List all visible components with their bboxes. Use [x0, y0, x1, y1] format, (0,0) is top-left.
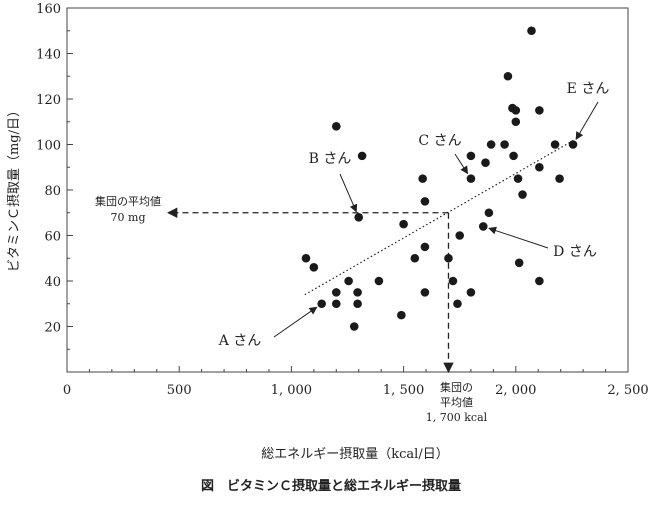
data-point	[527, 26, 536, 36]
data-point	[535, 162, 544, 172]
y-tick-label: 80	[44, 184, 61, 199]
data-point	[331, 122, 341, 131]
y-tick-label: 40	[44, 275, 61, 290]
x-axis-label: 総エネルギー摂取量（kcal/日）	[261, 446, 448, 462]
data-point	[466, 174, 476, 183]
mean-vitamin-c-label-line: 集団の平均値	[95, 194, 161, 208]
mean-energy-label: 集団の平均値 1, 700 kcal	[426, 380, 488, 424]
x-tick-label: 2, 000	[495, 383, 536, 398]
data-point	[511, 117, 521, 127]
data-point	[513, 174, 523, 183]
y-tick-label: 160	[36, 2, 61, 17]
data-point	[418, 174, 427, 183]
x-tick-label: 1, 500	[383, 383, 424, 398]
mean-energy-label-line: 1, 700 kcal	[426, 411, 488, 424]
plot-frame	[66, 7, 629, 373]
data-point	[444, 253, 453, 263]
data-point	[374, 276, 384, 286]
annotations: A さん B さん C さん D さん E さん	[218, 81, 610, 349]
annotation-label: C さん	[418, 133, 461, 149]
data-point	[354, 213, 364, 222]
data-point	[353, 288, 362, 297]
data-point	[420, 197, 430, 206]
mean-energy-label-line: 集団の	[440, 380, 473, 394]
data-point	[509, 151, 518, 161]
data-point	[357, 151, 367, 161]
y-tick-label: 20	[44, 321, 61, 336]
data-point	[455, 231, 465, 240]
data-point	[344, 276, 353, 286]
data-point	[511, 106, 521, 115]
mean-vitamin-c-label-line: 70 mg	[111, 211, 146, 224]
data-point	[466, 151, 476, 161]
data-point	[331, 288, 341, 297]
annotation-arrow	[339, 173, 358, 213]
data-point	[331, 299, 341, 309]
data-point	[500, 140, 509, 149]
x-tick-label: 1, 000	[271, 383, 312, 398]
data-point	[503, 71, 513, 81]
chart-axes: 20 40 60 80 100 120 140 160 0 500 1, 000 1, 500 2, 0…	[36, 2, 649, 398]
data-point	[484, 208, 494, 218]
data-point	[568, 140, 578, 149]
data-point	[453, 299, 462, 309]
annotation-label: D さん	[553, 244, 597, 260]
data-point	[481, 158, 490, 167]
data-point	[518, 190, 527, 199]
y-tick-label: 100	[36, 139, 61, 154]
annotation-arrow	[454, 153, 469, 175]
annotation-arrow	[488, 226, 549, 249]
annotation-arrow	[575, 101, 599, 141]
mean-energy-label-line: 平均値	[440, 396, 473, 409]
data-point	[410, 253, 420, 263]
data-point	[550, 140, 560, 149]
annotation-label: E さん	[567, 81, 610, 97]
data-point	[478, 222, 488, 231]
x-tick-label: 0	[63, 383, 71, 398]
y-axis-label: ビタミンＣ摂取量（mg/日）	[6, 104, 22, 272]
data-point	[514, 258, 524, 268]
annotation-arrow	[273, 306, 318, 338]
x-tick-label: 500	[167, 383, 192, 398]
y-tick-label: 140	[36, 48, 61, 63]
x-tick-label: 2, 500	[607, 383, 648, 398]
data-point	[535, 276, 544, 286]
annotation-label: A さん	[218, 333, 262, 349]
data-point	[486, 140, 496, 149]
chart-text: ビタミンＣ摂取量（mg/日） 総エネルギー摂取量（kcal/日） 図 ビタミンＣ…	[6, 104, 461, 494]
data-point	[555, 174, 564, 183]
y-tick-label: 60	[44, 230, 61, 245]
mean-vitamin-c-label: 集団の平均値 70 mg	[95, 194, 161, 224]
data-point	[397, 310, 406, 320]
data-point	[317, 299, 326, 309]
data-point	[399, 219, 408, 229]
data-point	[301, 253, 311, 263]
data-point	[420, 288, 430, 297]
data-point	[420, 242, 430, 252]
data-point	[535, 106, 544, 115]
data-point	[349, 322, 359, 331]
annotation-label: B さん	[309, 151, 352, 167]
data-point	[353, 299, 362, 309]
data-point	[466, 288, 476, 297]
data-point	[309, 263, 319, 272]
data-points	[301, 26, 578, 331]
data-point	[448, 276, 458, 286]
chart-title: 図 ビタミンＣ摂取量と総エネルギー摂取量	[201, 478, 461, 494]
y-tick-label: 120	[36, 93, 61, 108]
